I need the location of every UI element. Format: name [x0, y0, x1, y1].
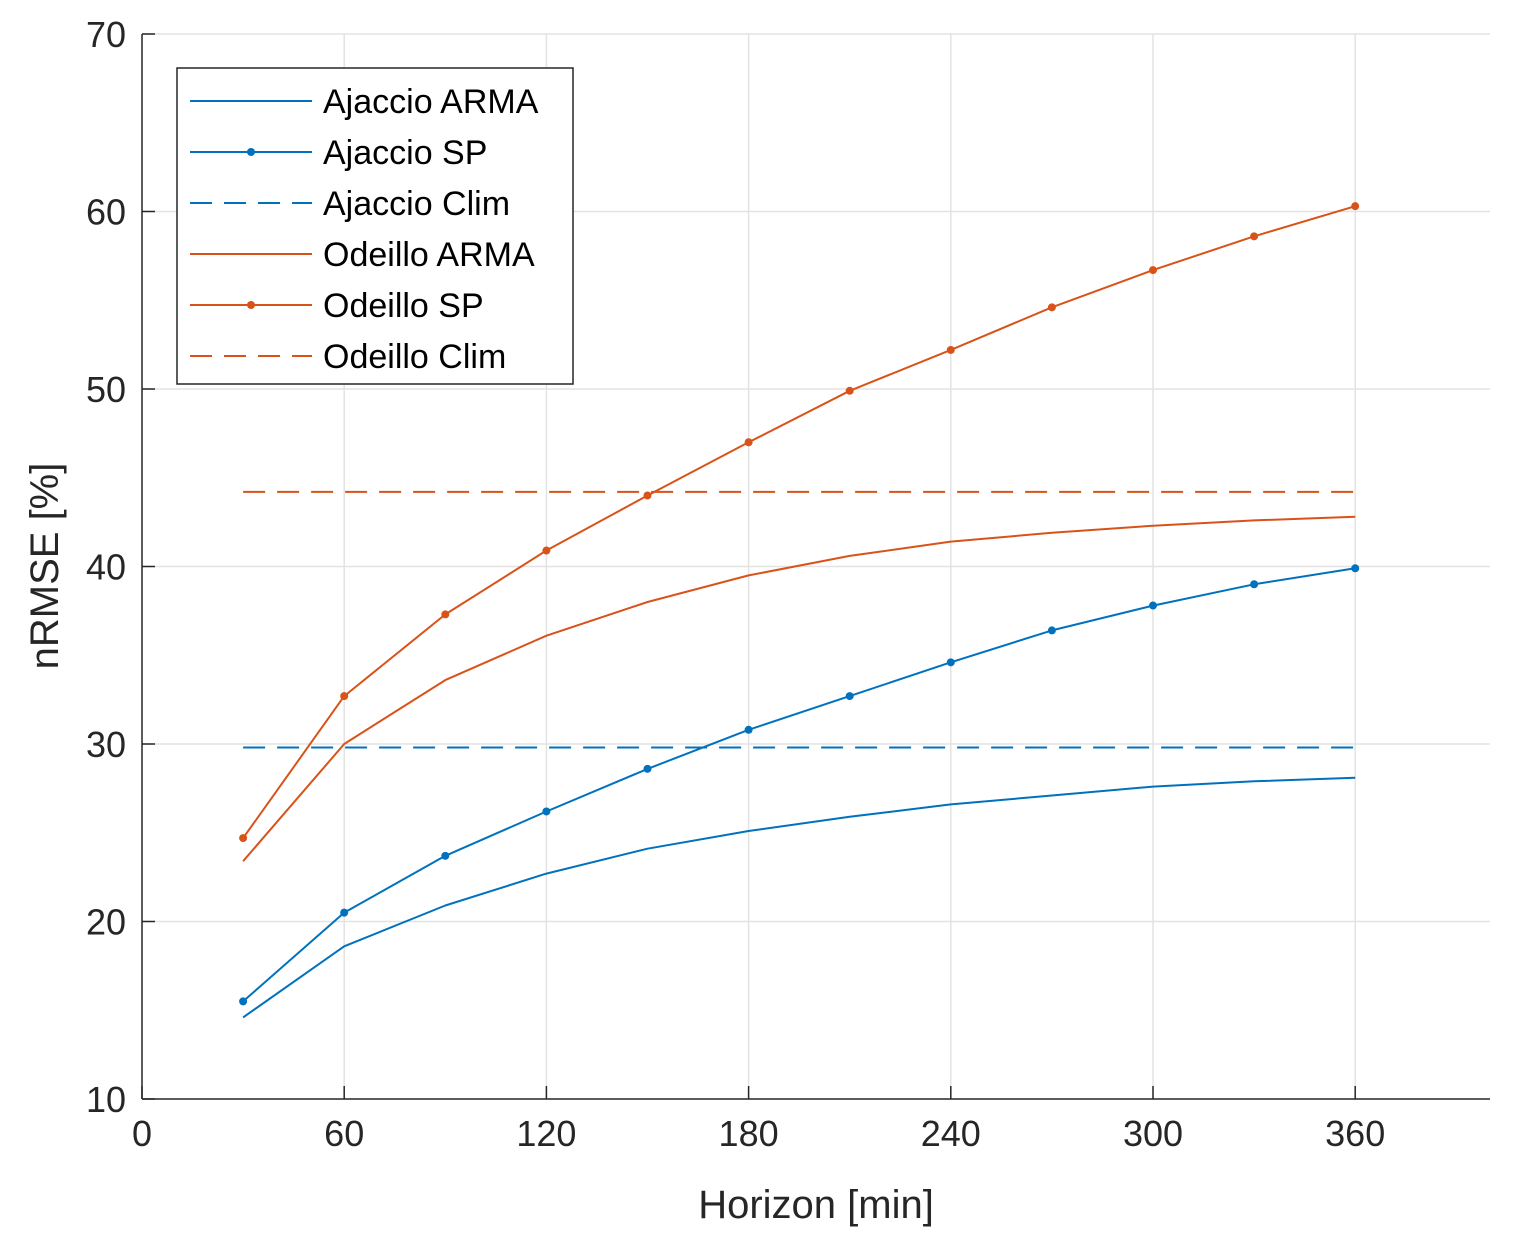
data-point-odeillo-sp	[1149, 266, 1157, 275]
x-axis-title: Horizon [min]	[698, 1183, 934, 1227]
legend-label-ajaccio-clim: Ajaccio Clim	[323, 185, 510, 223]
grid	[142, 33, 1490, 1099]
y-tick-label: 70	[86, 14, 126, 55]
data-point-ajaccio-sp	[946, 658, 955, 667]
x-tick-label: 180	[719, 1113, 779, 1154]
legend-label-odeillo-sp: Odeillo SP	[323, 287, 484, 325]
data-point-ajaccio-sp	[441, 851, 450, 860]
data-point-odeillo-sp	[1047, 303, 1056, 312]
legend-marker-ajaccio-sp	[247, 148, 255, 156]
data-point-ajaccio-sp	[643, 764, 652, 773]
y-tick-label: 50	[86, 369, 126, 410]
y-tick-label: 60	[86, 192, 126, 233]
x-tick-label: 60	[324, 1113, 364, 1154]
data-point-odeillo-sp	[340, 692, 349, 701]
y-tick-label: 30	[86, 724, 126, 765]
x-tick-label: 120	[516, 1113, 576, 1154]
data-point-odeillo-sp	[1250, 232, 1259, 241]
x-tick-label: 300	[1123, 1113, 1183, 1154]
legend: Ajaccio ARMA Ajaccio SP Ajaccio Clim Odeill…	[176, 67, 574, 385]
data-point-ajaccio-sp	[239, 997, 248, 1006]
data-point-ajaccio-sp	[744, 725, 753, 734]
series-line-ajaccio-sp	[242, 567, 1356, 1003]
y-tick-label: 10	[86, 1079, 126, 1120]
axes: 0 60 120 180 240 300 360 10 20 30 40 50 60 70	[86, 14, 1490, 1154]
series-group	[239, 202, 1360, 1019]
data-point-odeillo-sp	[1351, 202, 1360, 211]
legend-label-ajaccio-sp: Ajaccio SP	[323, 134, 487, 172]
y-axis-title: nRMSE [%]	[23, 463, 67, 670]
data-point-odeillo-sp	[542, 546, 551, 555]
x-tick-label: 0	[132, 1113, 152, 1154]
y-tick-label: 20	[86, 902, 126, 943]
data-point-ajaccio-sp	[1149, 601, 1157, 610]
data-point-odeillo-sp	[845, 386, 854, 395]
series-line-odeillo-arma	[242, 515, 1356, 862]
data-point-odeillo-sp	[643, 491, 652, 500]
y-tick-label: 40	[86, 547, 126, 588]
series-line-odeillo-sp	[242, 205, 1356, 839]
data-point-odeillo-sp	[946, 345, 955, 354]
data-point-odeillo-sp	[441, 610, 450, 619]
data-point-ajaccio-sp	[542, 807, 551, 816]
legend-label-odeillo-clim: Odeillo Clim	[323, 338, 506, 376]
data-point-ajaccio-sp	[845, 692, 854, 701]
data-point-odeillo-sp	[744, 438, 753, 447]
x-tick-label: 240	[921, 1113, 981, 1154]
data-point-ajaccio-sp	[1351, 564, 1360, 573]
legend-label-ajaccio-arma: Ajaccio ARMA	[323, 83, 539, 121]
series-line-ajaccio-arma	[242, 776, 1356, 1019]
data-point-ajaccio-sp	[1047, 626, 1056, 635]
legend-label-odeillo-arma: Odeillo ARMA	[323, 236, 535, 274]
data-point-ajaccio-sp	[1250, 580, 1259, 589]
legend-marker-odeillo-sp	[247, 301, 255, 309]
data-point-odeillo-sp	[239, 834, 248, 843]
data-point-ajaccio-sp	[340, 908, 349, 917]
legend-box	[176, 67, 574, 385]
x-tick-label: 360	[1325, 1113, 1385, 1154]
